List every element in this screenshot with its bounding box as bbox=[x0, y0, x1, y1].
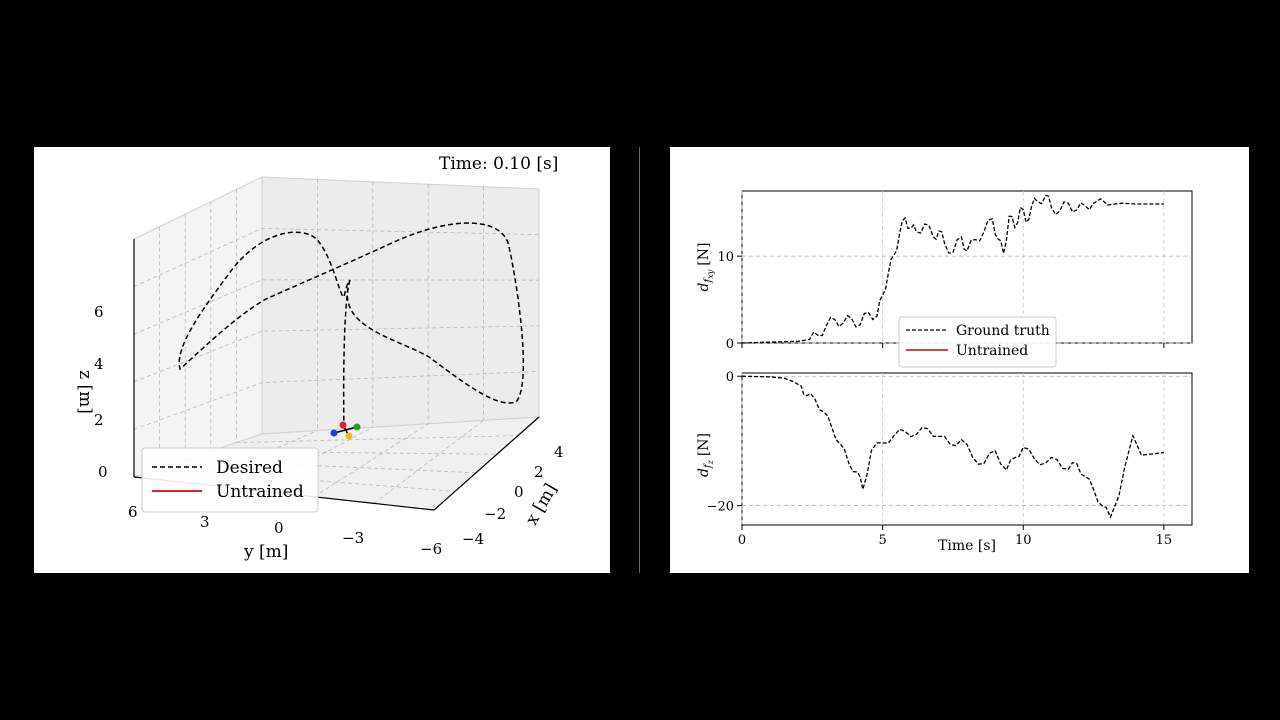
x-tick-0: 0 bbox=[514, 483, 524, 501]
rotor-green bbox=[353, 423, 361, 431]
y-tick-label-0: 0 bbox=[726, 337, 734, 352]
y-tick-6: 6 bbox=[128, 503, 138, 521]
z-tick-0: 0 bbox=[98, 463, 108, 481]
rotor-yellow bbox=[345, 432, 353, 440]
bottom-axes-frame bbox=[741, 372, 1193, 526]
x-axis-line bbox=[433, 416, 540, 511]
y-tick-label-1: 10 bbox=[717, 250, 734, 265]
z-axis-label: z [m] bbox=[75, 370, 95, 414]
x-axis-label: x [m] bbox=[522, 480, 562, 528]
bottom-x-ticks: 0 5 10 15 bbox=[738, 533, 1172, 548]
x-tick-label-0: 0 bbox=[738, 533, 746, 548]
x-tick-m2: −2 bbox=[484, 505, 506, 523]
bottom-subplot: 0 −20 0 5 10 15 dfz[N] Time [s] bbox=[696, 370, 1193, 554]
disturbance-panel: 0 10 dfxy[N] Ground truth Untrained 0 −20 … bbox=[670, 147, 1249, 573]
z-tick-6: 6 bbox=[94, 303, 104, 321]
z-tick-2: 2 bbox=[94, 411, 104, 429]
x-tick-2: 2 bbox=[534, 463, 544, 481]
x-tick-m4: −4 bbox=[462, 530, 484, 548]
back-left-pane bbox=[133, 176, 263, 478]
desired-trajectory-start-segment bbox=[342, 279, 351, 431]
trajectory-3d-plot: Time: 0.10 [s] 6 4 2 0 z [m] 6 3 0 −3 bbox=[75, 154, 564, 562]
y-tick-m3: −3 bbox=[342, 529, 364, 547]
top-ground-truth-line bbox=[741, 194, 1164, 344]
y-tick-3: 3 bbox=[200, 513, 210, 531]
desired-trajectory bbox=[178, 222, 525, 404]
top-legend: Ground truth Untrained bbox=[898, 316, 1057, 368]
bottom-grid bbox=[741, 373, 1192, 525]
y-tick-m6: −6 bbox=[420, 540, 442, 558]
legend-untrained-label-right: Untrained bbox=[956, 343, 1028, 359]
panel-divider bbox=[639, 147, 640, 573]
x-tick-4: 4 bbox=[554, 443, 564, 461]
rotor-blue bbox=[330, 429, 338, 437]
top-y-ticks: 0 10 bbox=[717, 250, 1165, 352]
legend-ground-truth-label: Ground truth bbox=[956, 323, 1050, 339]
bottom-ground-truth-line bbox=[741, 375, 1164, 519]
legend-3d: Desired Untrained bbox=[141, 447, 319, 513]
x-tick-label-3: 15 bbox=[1156, 533, 1173, 548]
disturbance-plots: 0 10 dfxy[N] Ground truth Untrained 0 −20 … bbox=[696, 190, 1193, 554]
y-axis-label: y [m] bbox=[243, 542, 288, 562]
x-tick-label-2: 10 bbox=[1015, 533, 1032, 548]
legend-desired-label: Desired bbox=[216, 458, 283, 478]
quadrotor-marker bbox=[330, 421, 361, 440]
top-subplot: 0 10 dfxy[N] Ground truth Untrained bbox=[696, 190, 1193, 368]
y-tick-label-1: −20 bbox=[707, 500, 734, 515]
y-tick-label-0: 0 bbox=[726, 370, 734, 385]
bottom-x-axis-label: Time [s] bbox=[938, 538, 996, 554]
top-y-axis-label: dfxy[N] bbox=[696, 243, 715, 292]
back-right-pane bbox=[261, 176, 540, 435]
z-tick-4: 4 bbox=[94, 355, 104, 373]
bottom-y-axis-label: dfz[N] bbox=[696, 433, 715, 477]
y-tick-0: 0 bbox=[274, 519, 284, 537]
rotor-red bbox=[339, 421, 347, 429]
legend-untrained-label: Untrained bbox=[216, 482, 304, 502]
trajectory-3d-panel: Time: 0.10 [s] 6 4 2 0 z [m] 6 3 0 −3 bbox=[34, 147, 610, 573]
time-label: Time: 0.10 [s] bbox=[439, 154, 558, 174]
x-tick-label-1: 5 bbox=[878, 533, 886, 548]
bottom-y-ticks: 0 −20 bbox=[707, 370, 1165, 530]
